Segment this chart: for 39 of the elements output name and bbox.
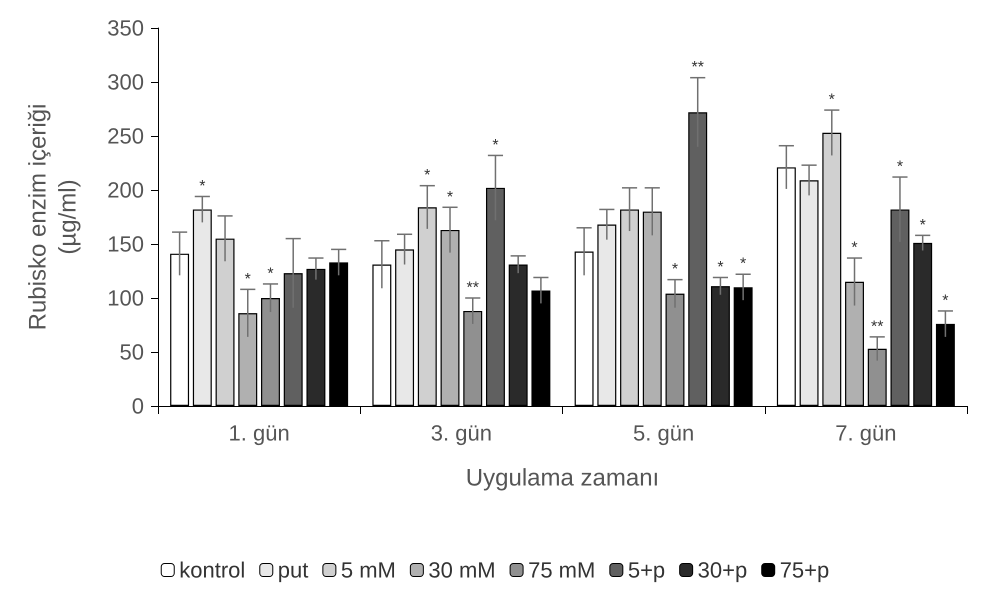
y-axis-title: Rubisko enzim içeriği (µg/ml) bbox=[24, 104, 82, 330]
data-label: ** bbox=[691, 59, 704, 76]
legend-label: 5 mM bbox=[340, 558, 396, 582]
legend-label: put bbox=[278, 558, 308, 582]
legend-label: 30 mM bbox=[428, 558, 496, 582]
legend-label: 5+p bbox=[628, 558, 666, 582]
data-label: * bbox=[267, 265, 274, 282]
data-label: * bbox=[896, 158, 904, 176]
y-tick-label: 250 bbox=[107, 124, 144, 148]
x-tick-label: 7. gün bbox=[835, 420, 896, 446]
data-label: * bbox=[199, 178, 206, 195]
x-tick-label: 1. gün bbox=[228, 420, 290, 446]
data-label: * bbox=[446, 188, 454, 206]
y-tick-label: 300 bbox=[107, 70, 144, 94]
y-tick-label: 150 bbox=[107, 232, 144, 256]
legend-label: kontrol bbox=[179, 558, 246, 582]
data-label: * bbox=[672, 261, 678, 278]
data-label: ** bbox=[466, 280, 479, 296]
y-tick-label: 200 bbox=[107, 178, 144, 202]
data-label: * bbox=[851, 240, 858, 257]
y-tick-label: 0 bbox=[132, 394, 144, 418]
data-label: * bbox=[717, 258, 724, 276]
x-tick-label: 3. gün bbox=[430, 420, 492, 446]
legend-label: 75 mM bbox=[528, 558, 596, 582]
data-label: ** bbox=[871, 318, 884, 336]
data-label: * bbox=[740, 256, 746, 273]
legend-label: 75+p bbox=[780, 558, 830, 582]
data-label: * bbox=[424, 167, 430, 184]
legend-label: 30+p bbox=[698, 558, 748, 582]
x-axis-title: Uygulama zamanı bbox=[466, 464, 660, 492]
y-tick-label: 350 bbox=[107, 16, 144, 40]
data-label: * bbox=[492, 136, 499, 154]
data-label: * bbox=[920, 216, 926, 234]
y-tick-label: 100 bbox=[107, 286, 144, 310]
data-label: * bbox=[828, 92, 835, 109]
data-label: * bbox=[942, 292, 949, 310]
data-label: * bbox=[244, 270, 251, 288]
x-tick-label: 5. gün bbox=[633, 420, 694, 446]
y-tick-label: 50 bbox=[120, 340, 144, 364]
